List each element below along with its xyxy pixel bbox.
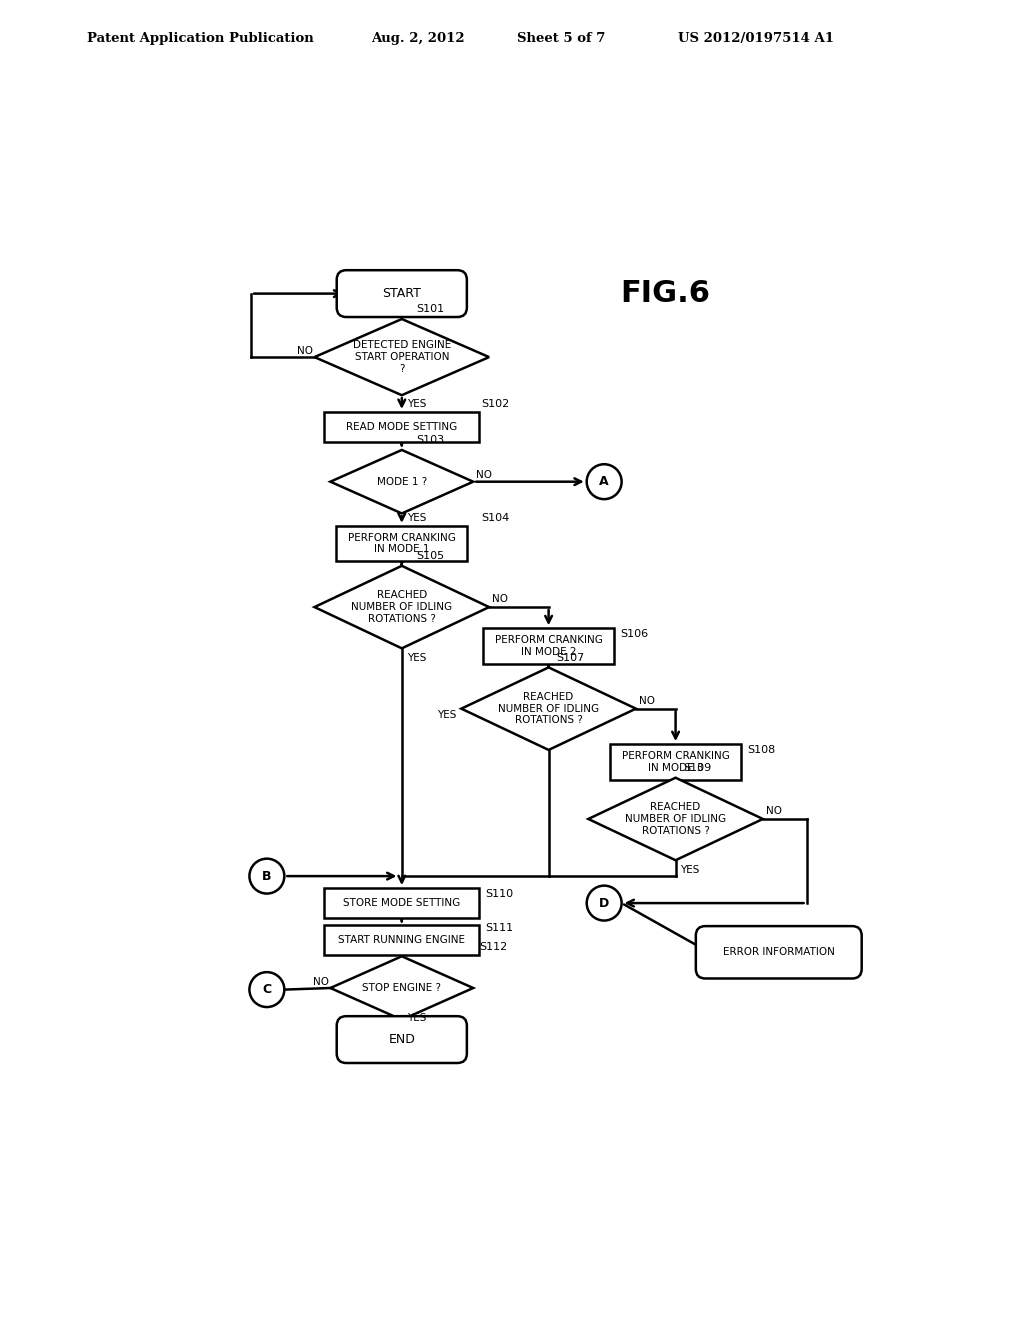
Text: S105: S105 xyxy=(416,552,444,561)
FancyBboxPatch shape xyxy=(337,1016,467,1063)
Text: S106: S106 xyxy=(621,630,648,639)
Text: Sheet 5 of 7: Sheet 5 of 7 xyxy=(517,32,605,45)
Text: NO: NO xyxy=(476,470,493,480)
Polygon shape xyxy=(314,566,489,648)
Text: NO: NO xyxy=(766,807,782,816)
Text: YES: YES xyxy=(407,653,426,663)
Text: NO: NO xyxy=(639,696,655,706)
Text: READ MODE SETTING: READ MODE SETTING xyxy=(346,422,458,432)
Text: S104: S104 xyxy=(481,512,509,523)
Text: END: END xyxy=(388,1034,415,1045)
Circle shape xyxy=(587,886,622,920)
Polygon shape xyxy=(462,668,636,750)
Text: S110: S110 xyxy=(485,888,514,899)
Text: S111: S111 xyxy=(485,924,514,933)
Text: US 2012/0197514 A1: US 2012/0197514 A1 xyxy=(678,32,834,45)
Text: YES: YES xyxy=(437,710,457,719)
Text: S103: S103 xyxy=(416,436,444,445)
Text: REACHED
NUMBER OF IDLING
ROTATIONS ?: REACHED NUMBER OF IDLING ROTATIONS ? xyxy=(625,803,726,836)
Polygon shape xyxy=(588,777,763,861)
Polygon shape xyxy=(331,450,473,513)
FancyBboxPatch shape xyxy=(696,927,861,978)
FancyBboxPatch shape xyxy=(337,271,467,317)
Text: START RUNNING ENGINE: START RUNNING ENGINE xyxy=(338,936,465,945)
Text: A: A xyxy=(599,475,609,488)
Bar xyxy=(336,525,467,561)
Polygon shape xyxy=(331,956,473,1020)
Text: MODE 1 ?: MODE 1 ? xyxy=(377,477,427,487)
Text: NO: NO xyxy=(297,346,313,356)
Text: STORE MODE SETTING: STORE MODE SETTING xyxy=(343,898,461,908)
Text: Aug. 2, 2012: Aug. 2, 2012 xyxy=(371,32,464,45)
Text: DETECTED ENGINE
START OPERATION
?: DETECTED ENGINE START OPERATION ? xyxy=(352,341,451,374)
Circle shape xyxy=(250,858,285,894)
Text: D: D xyxy=(599,896,609,909)
Text: C: C xyxy=(262,983,271,997)
Bar xyxy=(325,888,479,919)
Text: YES: YES xyxy=(407,399,426,409)
Text: S109: S109 xyxy=(684,763,712,774)
Text: B: B xyxy=(262,870,271,883)
Text: PERFORM CRANKING
IN MODE 2: PERFORM CRANKING IN MODE 2 xyxy=(495,635,602,657)
Text: S101: S101 xyxy=(416,305,444,314)
Text: STOP ENGINE ?: STOP ENGINE ? xyxy=(362,983,441,993)
Text: YES: YES xyxy=(680,865,699,875)
Bar xyxy=(483,628,614,664)
Text: Patent Application Publication: Patent Application Publication xyxy=(87,32,313,45)
Text: S107: S107 xyxy=(557,653,585,663)
Bar xyxy=(325,412,479,442)
Text: START: START xyxy=(382,288,421,300)
Text: FIG.6: FIG.6 xyxy=(620,279,710,308)
Text: NO: NO xyxy=(493,594,508,605)
Text: S108: S108 xyxy=(748,744,775,755)
Text: REACHED
NUMBER OF IDLING
ROTATIONS ?: REACHED NUMBER OF IDLING ROTATIONS ? xyxy=(351,590,453,623)
Circle shape xyxy=(250,972,285,1007)
Text: PERFORM CRANKING
IN MODE 1: PERFORM CRANKING IN MODE 1 xyxy=(348,533,456,554)
Text: YES: YES xyxy=(407,1012,426,1023)
Text: S102: S102 xyxy=(481,399,509,409)
Bar xyxy=(325,925,479,956)
Circle shape xyxy=(587,465,622,499)
Text: YES: YES xyxy=(407,512,426,523)
Text: S112: S112 xyxy=(479,941,508,952)
Text: PERFORM CRANKING
IN MODE 3: PERFORM CRANKING IN MODE 3 xyxy=(622,751,729,772)
Text: ERROR INFORMATION: ERROR INFORMATION xyxy=(723,948,835,957)
Polygon shape xyxy=(314,319,489,395)
Bar xyxy=(610,744,741,780)
Text: REACHED
NUMBER OF IDLING
ROTATIONS ?: REACHED NUMBER OF IDLING ROTATIONS ? xyxy=(498,692,599,725)
Text: NO: NO xyxy=(313,977,329,986)
